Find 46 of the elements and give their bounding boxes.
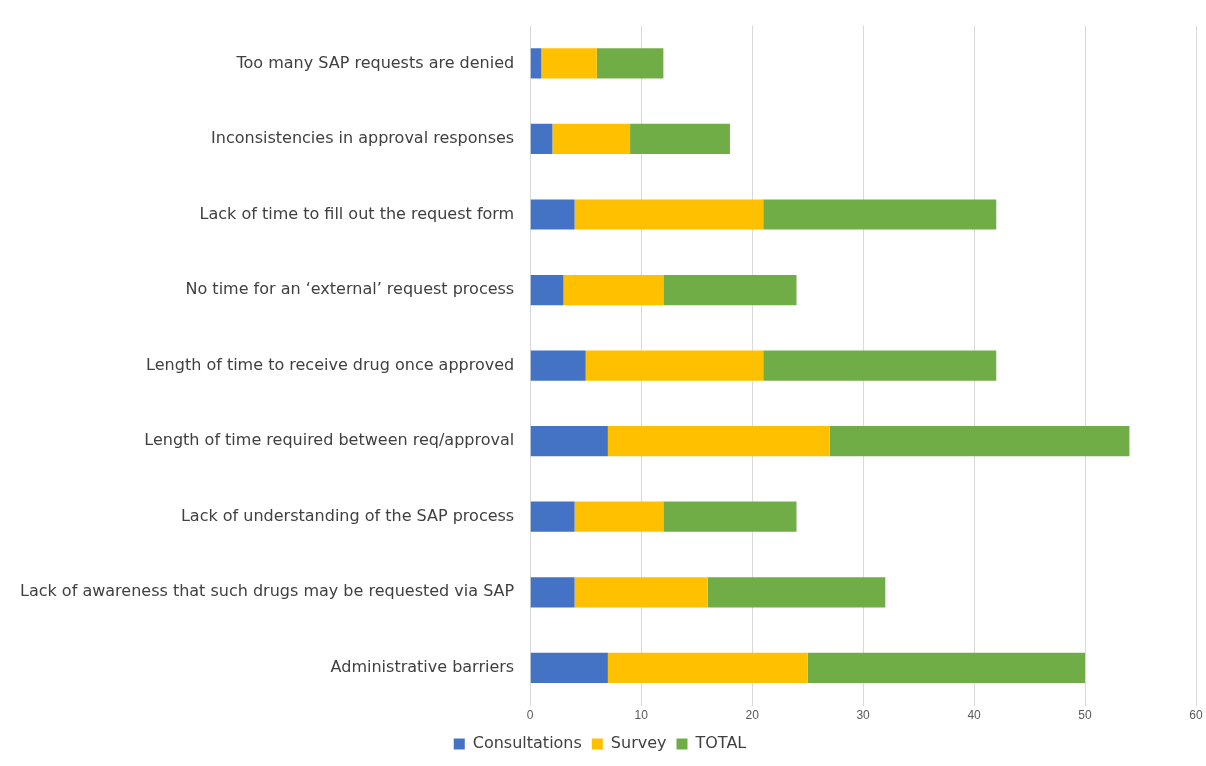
bar <box>530 123 553 155</box>
bar <box>607 426 830 457</box>
bar <box>630 123 730 155</box>
bar <box>663 274 797 306</box>
y-tick-label: Too many SAP requests are denied <box>235 52 515 72</box>
x-tick-label: 10 <box>634 708 649 723</box>
y-tick-label: Inconsistencies in approval responses <box>211 128 515 148</box>
bar <box>607 652 808 683</box>
y-tick-label: Lack of understanding of the SAP process <box>180 505 515 525</box>
legend-label: Survey <box>610 733 667 753</box>
x-tick-label: 30 <box>856 708 871 723</box>
bar <box>530 48 542 79</box>
bar <box>563 274 664 306</box>
legend-label: Consultations <box>472 733 582 753</box>
x-tick-label: 60 <box>1189 708 1203 723</box>
bar <box>585 350 764 381</box>
y-tick-label: Lack of time to fill out the request form <box>199 203 515 223</box>
y-tick-label: Length of time to receive drug once approved <box>146 354 515 374</box>
x-tick-label: 50 <box>1078 708 1093 723</box>
bar <box>763 199 997 230</box>
bar <box>530 501 575 532</box>
y-tick-label: Lack of awareness that such drugs may be requested via SAP <box>20 581 515 601</box>
bar <box>530 652 608 683</box>
bar <box>552 123 631 155</box>
x-tick-label: 20 <box>745 708 760 723</box>
y-tick-label: No time for an ‘external’ request process <box>185 279 515 299</box>
bar <box>574 199 764 230</box>
bar <box>541 48 597 79</box>
y-tick-label: Length of time required between req/approval <box>144 430 515 450</box>
bar <box>763 350 997 381</box>
bar <box>663 501 797 532</box>
bar <box>530 350 586 381</box>
bar <box>530 199 575 230</box>
bar <box>707 577 886 608</box>
y-tick-label: Administrative barriers <box>330 656 515 676</box>
bar <box>530 577 575 608</box>
bar <box>829 426 1130 457</box>
legend-label: TOTAL <box>694 733 747 753</box>
x-tick-label: 40 <box>967 708 982 723</box>
bar <box>530 426 608 457</box>
bar <box>530 274 564 306</box>
bar <box>574 501 664 532</box>
bar <box>574 577 708 608</box>
bar <box>807 652 1086 683</box>
x-tick-label: 0 <box>526 708 534 723</box>
bar <box>596 48 664 79</box>
